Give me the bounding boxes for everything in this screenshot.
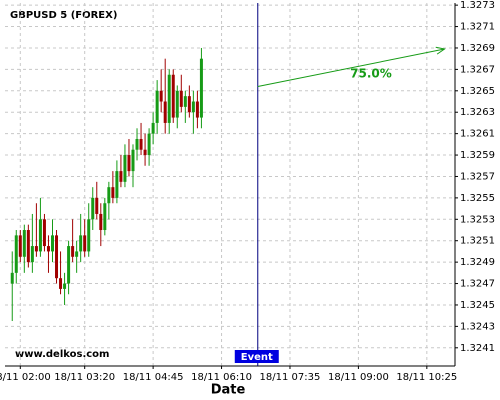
- candle-body: [151, 122, 155, 134]
- x-tick-label: 18/11 04:45: [123, 372, 184, 383]
- candle-body: [143, 149, 147, 156]
- candle-body: [79, 235, 83, 252]
- candle-body: [131, 149, 135, 172]
- candle-body: [95, 197, 99, 214]
- candle-body: [50, 235, 54, 252]
- candle-body: [67, 246, 71, 284]
- candle-body: [187, 96, 191, 113]
- candle-body: [83, 235, 87, 252]
- candle-body: [155, 90, 159, 123]
- x-tick-label: 18/11 02:00: [0, 372, 51, 383]
- candle-body: [171, 74, 175, 118]
- candle-body: [139, 138, 143, 150]
- x-tick-label: 18/11 09:00: [328, 372, 389, 383]
- y-tick-label: 1.3271: [460, 22, 495, 33]
- candle-body: [107, 187, 111, 204]
- chart-title: GBPUSD 5 (FOREX): [10, 10, 117, 21]
- x-tick-label: 18/11 07:35: [260, 372, 321, 383]
- y-tick-label: 1.3269: [460, 43, 495, 54]
- y-tick-label: 1.3243: [460, 321, 495, 332]
- x-tick-label: 18/11 06:10: [191, 372, 252, 383]
- candle-body: [55, 235, 59, 279]
- y-tick-label: 1.3257: [460, 171, 495, 182]
- candle-body: [42, 219, 46, 247]
- candle-body: [30, 246, 34, 263]
- candle-body: [167, 74, 171, 123]
- candle-body: [159, 90, 163, 102]
- candle-body: [127, 155, 131, 172]
- candle-body: [147, 133, 151, 156]
- candle-body: [103, 203, 107, 231]
- candle-body: [115, 171, 119, 198]
- candle-body: [163, 101, 167, 123]
- candle-body: [87, 219, 91, 252]
- y-tick-label: 1.3265: [460, 86, 495, 97]
- y-tick-label: 1.3263: [460, 107, 495, 118]
- candle-body: [183, 96, 187, 107]
- candle-body: [26, 230, 30, 263]
- y-tick-label: 1.3249: [460, 257, 495, 268]
- candle-body: [14, 235, 18, 273]
- candle-body: [46, 246, 50, 252]
- candle-body: [99, 213, 103, 231]
- candle-body: [199, 58, 203, 118]
- y-tick-label: 1.3267: [460, 64, 495, 75]
- arrow-label: 75.0%: [350, 67, 392, 81]
- y-tick-label: 1.3245: [460, 300, 495, 311]
- candle-body: [135, 138, 139, 150]
- candle-body: [63, 283, 67, 289]
- arrow: [257, 48, 445, 88]
- arrow-head: [435, 46, 446, 55]
- event-label: Event: [241, 352, 273, 363]
- candle-body: [75, 251, 79, 257]
- event-box: [234, 350, 279, 363]
- candle-body: [91, 197, 95, 220]
- y-tick-label: 1.3247: [460, 279, 495, 290]
- candle-body: [179, 90, 183, 107]
- candle-body: [111, 187, 115, 198]
- x-tick-label: 18/11 10:25: [396, 372, 457, 383]
- candle-body: [175, 90, 179, 118]
- candle-body: [195, 101, 199, 118]
- x-tick-label: 18/11 03:20: [54, 372, 115, 383]
- watermark: www.delkos.com: [15, 349, 109, 360]
- y-tick-label: 1.3255: [460, 193, 495, 204]
- y-tick-label: 1.3273: [460, 0, 495, 11]
- candle-body: [59, 278, 63, 289]
- y-tick-label: 1.3241: [460, 343, 495, 354]
- candle-body: [10, 272, 14, 284]
- candle-body: [123, 155, 127, 182]
- y-tick-label: 1.3251: [460, 236, 495, 247]
- x-axis-label: Date: [211, 383, 246, 398]
- y-tick-label: 1.3261: [460, 129, 495, 140]
- y-tick-label: 1.3253: [460, 214, 495, 225]
- y-tick-label: 1.3259: [460, 150, 495, 161]
- candle-body: [71, 246, 75, 257]
- candle-body: [22, 230, 26, 257]
- candle-body: [34, 246, 38, 252]
- candle-body: [18, 235, 22, 257]
- candle-body: [38, 219, 42, 252]
- candle-body: [191, 101, 195, 113]
- candle-body: [119, 171, 123, 182]
